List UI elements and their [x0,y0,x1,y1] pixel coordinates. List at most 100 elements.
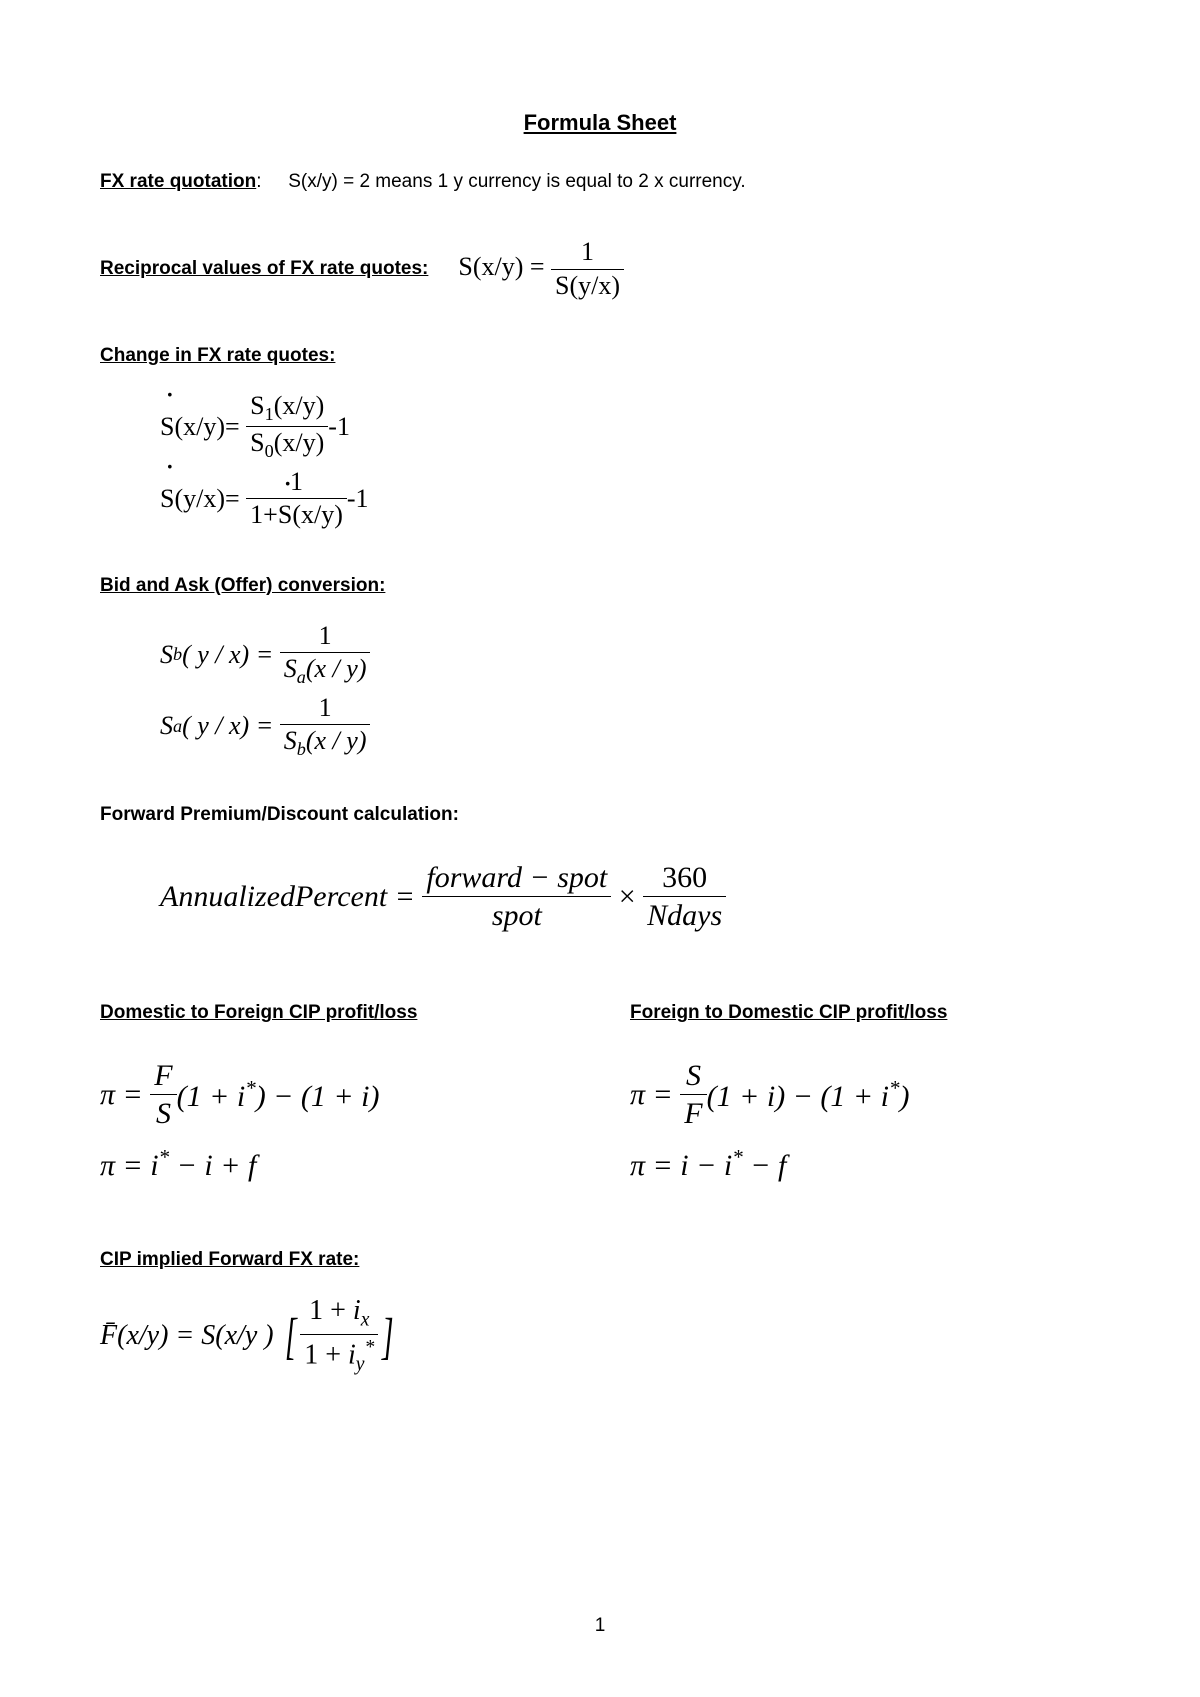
reciprocal-den: S(y/x) [551,270,624,301]
page-number: 1 [0,1615,1200,1637]
change-eq1-den-sub: 0 [265,442,274,462]
change-eq2-tail: -1 [347,484,369,514]
change-eq1-sdot: S [160,412,174,442]
cip-implied-formula: F̄(x/y) = S(x/y ) [ 1 + ix 1 + iy* ] [100,1296,1100,1375]
cip-dom-eq1-den: S [150,1095,176,1130]
cip-for-eq1-post: (1 + i) − (1 + i*) [707,1076,910,1114]
fp-den2: Ndays [643,897,726,932]
fp-lhs: AnnualizedPercent = [160,880,415,914]
bidask-eq1-den: Sa(x / y) [280,653,371,687]
change-eq1-num-arg: (x/y) [274,391,325,420]
change-eq1-num-sub: 1 [265,404,274,424]
cip-implied-frac: 1 + ix 1 + iy* [300,1296,378,1375]
change-eq2-den-arg: (x/y) [292,500,343,529]
cip-for-col: π = S F (1 + i) − (1 + i*) π = i − i* − … [630,1059,1100,1189]
cip-dom-eq1-pre: π = [100,1078,143,1112]
cip-implied-den-sub: y [356,1353,365,1374]
cip-implied-lhs: F̄(x/y) = S(x/y ) [100,1320,274,1352]
cip-for-eq1-den: F [680,1095,706,1130]
fx-quotation-section: FX rate quotation: S(x/y) = 2 means 1 y … [100,171,1100,193]
fp-num2: 360 [643,861,726,897]
cip-dom-eq1-frac: F S [150,1059,176,1130]
change-eq1-den-arg: (x/y) [274,428,325,457]
bidask-eq2-num: 1 [280,694,371,726]
fx-quotation-text: S(x/y) = 2 means 1 y currency is equal t… [288,171,745,192]
change-eq1-num-s: S [250,391,264,420]
fx-quotation-colon: : [256,171,261,192]
cip-for-eq1: π = S F (1 + i) − (1 + i*) [630,1059,1100,1130]
fp-frac1: forward − spot spot [422,861,611,932]
reciprocal-fraction: 1 S(y/x) [551,238,624,300]
change-eq2-den-pre: 1+ [250,500,278,529]
bidask-eq1-num: 1 [280,622,371,654]
cip-implied-den: 1 + iy* [300,1335,378,1375]
change-eq2-frac: 1 1+S(x/y) [246,468,347,530]
cip-implied-den-sup: * [365,1337,375,1358]
change-heading: Change in FX rate quotes: [100,345,1100,367]
fx-quotation-heading: FX rate quotation [100,171,256,192]
fp-frac2: 360 Ndays [643,861,726,932]
fp-num1: forward − spot [422,861,611,897]
cip-dom-eq1-num: F [150,1059,176,1095]
cip-for-eq2: π = i − i* − f [630,1145,1100,1183]
change-eq2: S(y/x)= 1 1+S(x/y) -1 [160,468,1100,530]
bidask-eq2: Sa( y / x) = 1 Sb(x / y) [160,694,1100,760]
change-eq2-num: 1 [246,468,347,500]
bidask-eq1-sub: b [173,644,182,665]
cip-implied-den-sub-y: y [356,1353,365,1374]
bidask-eq1-arg: ( y / x) = [182,640,273,670]
forward-premium-section: Forward Premium/Discount calculation: An… [100,804,1100,932]
cip-formulas: π = F S (1 + i*) − (1 + i) π = i* − i + … [100,1059,1100,1189]
change-eq1-num: S1(x/y) [246,392,328,427]
cip-dom-eq2-text: π = i* − i + f [100,1145,256,1183]
bidask-eq2-den-arg: (x / y) [306,726,367,755]
cip-dom-eq2: π = i* − i + f [100,1145,570,1183]
change-eq1-frac: S1(x/y) S0(x/y) [246,392,328,461]
reciprocal-heading: Reciprocal values of FX rate quotes: [100,258,428,280]
fp-den1: spot [422,897,611,932]
cip-implied-section: CIP implied Forward FX rate: F̄(x/y) = S… [100,1249,1100,1375]
bidask-eq2-den: Sb(x / y) [280,725,371,759]
forward-premium-formula: AnnualizedPercent = forward − spot spot … [160,861,1100,932]
change-eq2-lhs-rest: (y/x)= [174,484,239,514]
bidask-eq1-den-sub: a [297,668,306,688]
cip-for-eq1-frac: S F [680,1059,706,1130]
cip-implied-rbracket: ] [382,1316,394,1356]
bidask-eq2-den-sub: b [297,739,306,759]
bidask-heading: Bid and Ask (Offer) conversion: [100,575,1100,597]
change-eq1-den-s: S [250,428,264,457]
change-eq2-den: 1+S(x/y) [246,499,347,530]
cip-implied-heading: CIP implied Forward FX rate: [100,1249,1100,1271]
page: Formula Sheet FX rate quotation: S(x/y) … [0,0,1200,1697]
bidask-eq1: Sb( y / x) = 1 Sa(x / y) [160,622,1100,688]
cip-dom-eq1-post: (1 + i*) − (1 + i) [177,1076,380,1114]
bidask-eq1-frac: 1 Sa(x / y) [280,622,371,688]
reciprocal-num: 1 [551,238,624,270]
change-section: Change in FX rate quotes: S(x/y)= S1(x/y… [100,345,1100,530]
change-eq1: S(x/y)= S1(x/y) S0(x/y) -1 [160,392,1100,461]
bidask-formulas: Sb( y / x) = 1 Sa(x / y) Sa( y / x) = 1 … [160,622,1100,760]
cip-dom-heading: Domestic to Foreign CIP profit/loss [100,1002,417,1023]
cip-for-eq1-num: S [680,1059,706,1095]
forward-premium-heading: Forward Premium/Discount calculation: [100,804,1100,826]
reciprocal-lhs: S(x/y) = [458,252,544,281]
bidask-eq2-arg: ( y / x) = [182,711,273,741]
change-eq1-den: S0(x/y) [246,427,328,461]
bidask-eq2-s: S [160,711,173,741]
cip-headings: Domestic to Foreign CIP profit/loss Fore… [100,1002,1100,1024]
fp-times: × [619,880,636,914]
cip-for-eq2-text: π = i − i* − f [630,1145,786,1183]
cip-section: Domestic to Foreign CIP profit/loss Fore… [100,1002,1100,1189]
cip-implied-row: F̄(x/y) = S(x/y ) [ 1 + ix 1 + iy* ] [100,1296,1100,1375]
change-formulas: S(x/y)= S1(x/y) S0(x/y) -1 S(y/x)= 1 1+S… [160,392,1100,530]
cip-for-eq1-pre: π = [630,1078,673,1112]
cip-dom-col: π = F S (1 + i*) − (1 + i) π = i* − i + … [100,1059,570,1189]
bidask-eq2-frac: 1 Sb(x / y) [280,694,371,760]
bidask-eq1-den-arg: (x / y) [306,654,367,683]
cip-implied-num-sub: x [361,1310,370,1331]
change-eq1-tail: -1 [328,412,350,442]
bidask-eq2-sub: a [173,716,182,737]
page-title: Formula Sheet [100,110,1100,136]
bidask-section: Bid and Ask (Offer) conversion: Sb( y / … [100,575,1100,760]
bidask-eq1-den-s: S [284,654,297,683]
